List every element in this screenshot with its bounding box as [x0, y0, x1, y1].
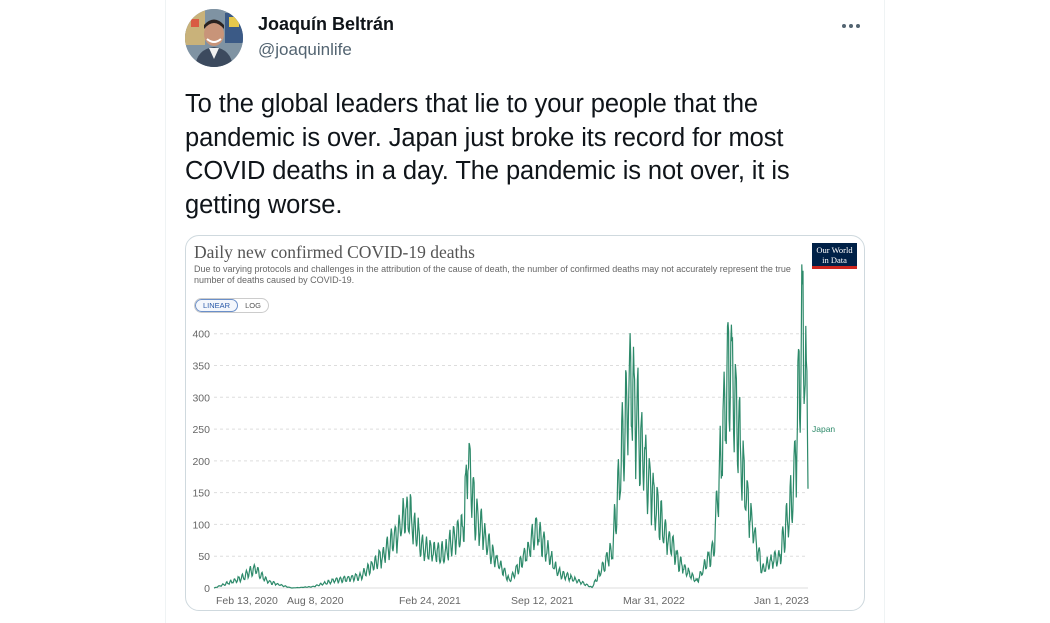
tweet-text: To the global leaders that lie to your p…	[185, 90, 790, 219]
more-horizontal-icon[interactable]	[834, 14, 868, 38]
y-tick-label-8: 400	[192, 329, 210, 341]
owid-logo-line2: in Data	[822, 254, 847, 265]
scale-log-button[interactable]: LOG	[245, 301, 261, 310]
author-handle[interactable]: @joaquinlife	[258, 40, 352, 59]
y-tick-label-6: 300	[192, 392, 210, 404]
x-tick-label-4: Mar 31, 2022	[623, 595, 685, 607]
owid-logo-line1: Our World	[816, 245, 853, 255]
y-tick-label-4: 200	[192, 456, 210, 468]
timeline-divider-right	[884, 0, 885, 623]
y-tick-label-2: 100	[192, 519, 210, 531]
author-name[interactable]: Joaquín Beltrán	[258, 14, 395, 34]
timeline-divider-left	[165, 0, 166, 623]
scale-toggle: LINEAR LOG	[194, 298, 269, 313]
chart-subtitle: Due to varying protocols and challenges …	[194, 264, 791, 285]
dot	[849, 24, 853, 28]
x-tick-label-0: Feb 13, 2020	[216, 595, 278, 607]
tweet: Joaquín Beltrán @joaquinlife To the glob…	[166, 0, 884, 623]
y-tick-label-1: 50	[198, 551, 210, 563]
series-line-japan	[213, 264, 809, 589]
series-label-japan: Japan	[812, 424, 835, 434]
x-tick-label-5: Jan 1, 2023	[754, 595, 809, 607]
chart-title: Daily new confirmed COVID-19 deaths	[194, 242, 475, 262]
x-tick-label-1: Aug 8, 2020	[287, 595, 344, 607]
avatar-image	[185, 9, 243, 67]
x-tick-label-3: Sep 12, 2021	[511, 595, 574, 607]
chart-image[interactable]: Daily new confirmed COVID-19 deaths Due …	[185, 235, 865, 611]
owid-logo: Our World in Data	[812, 243, 857, 269]
scale-linear-button[interactable]: LINEAR	[195, 299, 239, 312]
y-tick-label-0: 0	[204, 583, 210, 595]
x-tick-label-2: Feb 24, 2021	[399, 595, 461, 607]
dot	[842, 24, 846, 28]
y-tick-label-7: 350	[192, 361, 210, 373]
y-tick-label-3: 150	[192, 488, 210, 500]
y-tick-label-5: 250	[192, 424, 210, 436]
dot	[856, 24, 860, 28]
avatar[interactable]	[185, 9, 243, 67]
chart-plot: 0 50 100 150 200 250 300 350 400 Feb 13, 2020 Aug …	[192, 264, 835, 607]
